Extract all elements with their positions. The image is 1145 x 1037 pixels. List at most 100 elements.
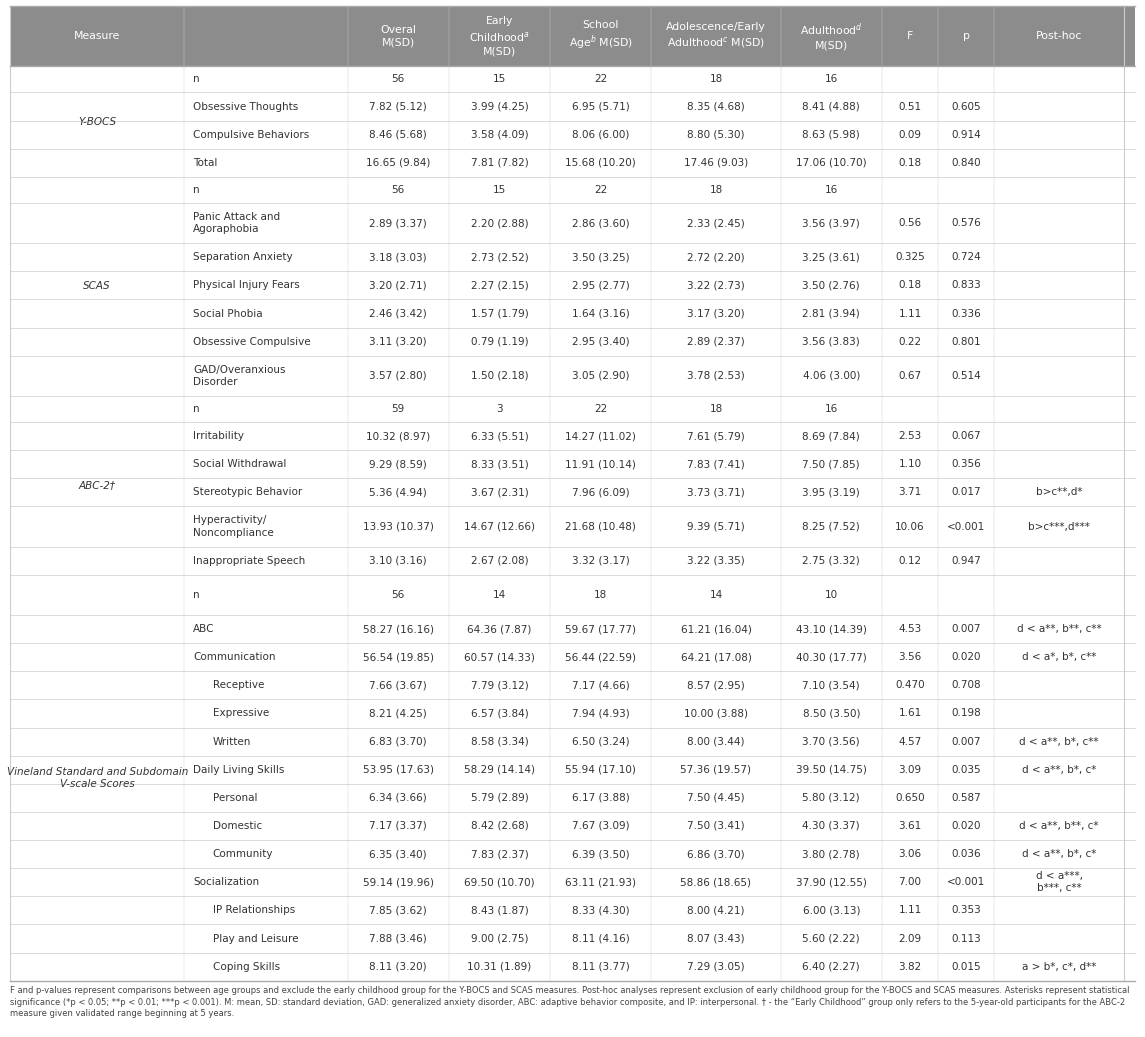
Text: 0.576: 0.576 — [951, 218, 981, 228]
Text: 7.85 (3.62): 7.85 (3.62) — [369, 905, 427, 916]
Text: 0.650: 0.650 — [895, 793, 925, 803]
Text: 0.708: 0.708 — [951, 680, 981, 691]
Bar — [10, 328, 1135, 356]
Text: Inappropriate Speech: Inappropriate Speech — [194, 556, 306, 566]
Text: 10.06: 10.06 — [895, 522, 925, 532]
Text: 2.73 (2.52): 2.73 (2.52) — [471, 252, 528, 262]
Bar — [10, 243, 1135, 272]
Text: 0.914: 0.914 — [951, 130, 981, 140]
Text: 2.89 (3.37): 2.89 (3.37) — [369, 218, 427, 228]
Text: 0.325: 0.325 — [895, 252, 925, 262]
Text: 17.06 (10.70): 17.06 (10.70) — [796, 158, 867, 168]
Text: 8.50 (3.50): 8.50 (3.50) — [803, 708, 860, 719]
Text: 0.020: 0.020 — [951, 821, 981, 831]
Text: Play and Leisure: Play and Leisure — [213, 933, 298, 944]
Text: 3.25 (3.61): 3.25 (3.61) — [803, 252, 860, 262]
Text: 6.39 (3.50): 6.39 (3.50) — [571, 849, 630, 859]
Text: Adolescence/Early
Adulthood$^c$ M(SD): Adolescence/Early Adulthood$^c$ M(SD) — [666, 22, 766, 50]
Text: n: n — [194, 404, 200, 414]
Text: n: n — [194, 590, 200, 599]
Text: 3.32 (3.17): 3.32 (3.17) — [571, 556, 630, 566]
Text: 11.91 (10.14): 11.91 (10.14) — [566, 459, 637, 469]
Text: 4.06 (3.00): 4.06 (3.00) — [803, 371, 860, 381]
Bar — [10, 812, 1135, 840]
Bar — [10, 574, 1135, 615]
Text: Total: Total — [194, 158, 218, 168]
Text: 3.50 (3.25): 3.50 (3.25) — [571, 252, 630, 262]
Text: 2.81 (3.94): 2.81 (3.94) — [803, 309, 860, 318]
Bar — [10, 506, 1135, 546]
Text: 3.70 (3.56): 3.70 (3.56) — [803, 736, 860, 747]
Text: 14: 14 — [709, 590, 722, 599]
Text: 3.05 (2.90): 3.05 (2.90) — [571, 371, 630, 381]
Text: 8.00 (4.21): 8.00 (4.21) — [687, 905, 744, 916]
Text: School
Age$^b$ M(SD): School Age$^b$ M(SD) — [569, 20, 632, 53]
Bar — [10, 203, 1135, 243]
Text: 64.21 (17.08): 64.21 (17.08) — [680, 652, 751, 663]
Text: 58.86 (18.65): 58.86 (18.65) — [680, 877, 751, 888]
Text: 9.29 (8.59): 9.29 (8.59) — [369, 459, 427, 469]
Text: 6.33 (5.51): 6.33 (5.51) — [471, 431, 528, 441]
Text: 56.54 (19.85): 56.54 (19.85) — [363, 652, 434, 663]
Text: 1.11: 1.11 — [899, 309, 922, 318]
Bar — [10, 396, 1135, 422]
Text: 21.68 (10.48): 21.68 (10.48) — [566, 522, 637, 532]
Text: Community: Community — [213, 849, 273, 859]
Text: 2.86 (3.60): 2.86 (3.60) — [571, 218, 630, 228]
Text: 0.036: 0.036 — [951, 849, 981, 859]
Text: ABC-2†: ABC-2† — [79, 480, 116, 491]
Text: 9.39 (5.71): 9.39 (5.71) — [687, 522, 744, 532]
Text: 22: 22 — [594, 75, 607, 84]
Text: 16: 16 — [824, 75, 838, 84]
Text: Physical Injury Fears: Physical Injury Fears — [194, 280, 300, 290]
Text: 2.33 (2.45): 2.33 (2.45) — [687, 218, 744, 228]
Text: 4.53: 4.53 — [899, 624, 922, 634]
Text: 5.80 (3.12): 5.80 (3.12) — [803, 793, 860, 803]
Text: 3.58 (4.09): 3.58 (4.09) — [471, 130, 528, 140]
Bar — [10, 924, 1135, 953]
Text: 2.89 (2.37): 2.89 (2.37) — [687, 337, 744, 346]
Text: 6.57 (3.84): 6.57 (3.84) — [471, 708, 528, 719]
Text: 4.57: 4.57 — [899, 736, 922, 747]
Text: 2.95 (2.77): 2.95 (2.77) — [571, 280, 630, 290]
Text: 8.07 (3.43): 8.07 (3.43) — [687, 933, 744, 944]
Text: 7.94 (4.93): 7.94 (4.93) — [571, 708, 630, 719]
Text: 2.20 (2.88): 2.20 (2.88) — [471, 218, 528, 228]
Text: 22: 22 — [594, 185, 607, 195]
Text: 8.35 (4.68): 8.35 (4.68) — [687, 102, 744, 112]
Bar — [10, 450, 1135, 478]
Text: 10: 10 — [824, 590, 838, 599]
Text: 8.00 (3.44): 8.00 (3.44) — [687, 736, 744, 747]
Text: 1.11: 1.11 — [899, 905, 922, 916]
Bar — [10, 699, 1135, 728]
Bar — [10, 356, 1135, 396]
Text: 40.30 (17.77): 40.30 (17.77) — [796, 652, 867, 663]
Bar — [10, 784, 1135, 812]
Text: 3.20 (2.71): 3.20 (2.71) — [370, 280, 427, 290]
Text: IP Relationships: IP Relationships — [213, 905, 294, 916]
Text: F and p-values represent comparisons between age groups and exclude the early ch: F and p-values represent comparisons bet… — [10, 986, 1129, 1018]
Text: 6.17 (3.88): 6.17 (3.88) — [571, 793, 630, 803]
Text: <0.001: <0.001 — [947, 522, 986, 532]
Text: Social Phobia: Social Phobia — [194, 309, 263, 318]
Text: 8.80 (5.30): 8.80 (5.30) — [687, 130, 744, 140]
Text: Social Withdrawal: Social Withdrawal — [194, 459, 286, 469]
Text: F: F — [907, 31, 913, 41]
Bar — [10, 300, 1135, 328]
Text: 7.61 (5.79): 7.61 (5.79) — [687, 431, 744, 441]
Text: 3.10 (3.16): 3.10 (3.16) — [370, 556, 427, 566]
Text: Separation Anxiety: Separation Anxiety — [194, 252, 293, 262]
Text: 6.83 (3.70): 6.83 (3.70) — [370, 736, 427, 747]
Text: 8.11 (4.16): 8.11 (4.16) — [571, 933, 630, 944]
Text: 8.33 (3.51): 8.33 (3.51) — [471, 459, 528, 469]
Text: 9.00 (2.75): 9.00 (2.75) — [471, 933, 528, 944]
Text: 16.65 (9.84): 16.65 (9.84) — [366, 158, 431, 168]
Text: 2.53: 2.53 — [899, 431, 922, 441]
Text: 7.81 (7.82): 7.81 (7.82) — [471, 158, 528, 168]
Text: 0.007: 0.007 — [951, 736, 981, 747]
Text: 5.79 (2.89): 5.79 (2.89) — [471, 793, 528, 803]
Bar — [10, 756, 1135, 784]
Text: Hyperactivity/
Noncompliance: Hyperactivity/ Noncompliance — [194, 515, 274, 538]
Text: 1.64 (3.16): 1.64 (3.16) — [571, 309, 630, 318]
Bar — [10, 120, 1135, 148]
